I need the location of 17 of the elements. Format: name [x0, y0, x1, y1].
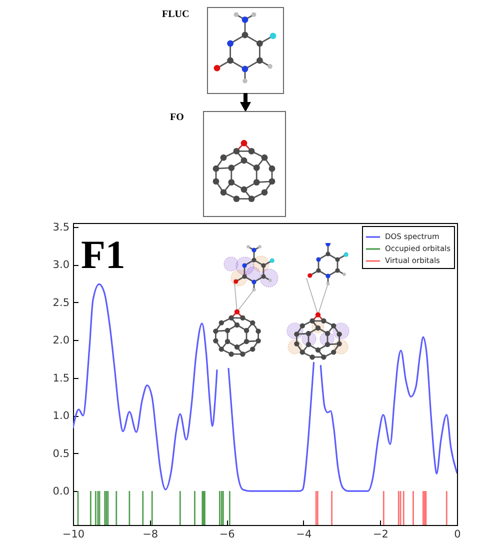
x-tick-label: −8	[142, 528, 158, 540]
y-tick-label: 0.5	[52, 448, 70, 460]
x-tick-label: 0	[454, 528, 461, 540]
y-tick-label: 1.5	[52, 372, 70, 384]
x-tick-label: −6	[219, 528, 236, 540]
x-tick-label: −10	[62, 528, 85, 540]
y-tick-label: 0.0	[52, 486, 70, 498]
y-tick-label: 2.5	[52, 296, 70, 309]
annotation: F1	[81, 232, 126, 277]
y-tick-label: 3.5	[52, 221, 70, 234]
y-tick-label: 2.0	[52, 334, 70, 347]
x-tick-label: −2	[372, 528, 388, 540]
x-tick-label: −4	[296, 528, 312, 540]
y-tick-label: 1.0	[52, 410, 70, 422]
y-tick-label: 3.0	[52, 259, 70, 272]
text: FO	[170, 112, 184, 123]
text: FLUC	[162, 9, 190, 20]
